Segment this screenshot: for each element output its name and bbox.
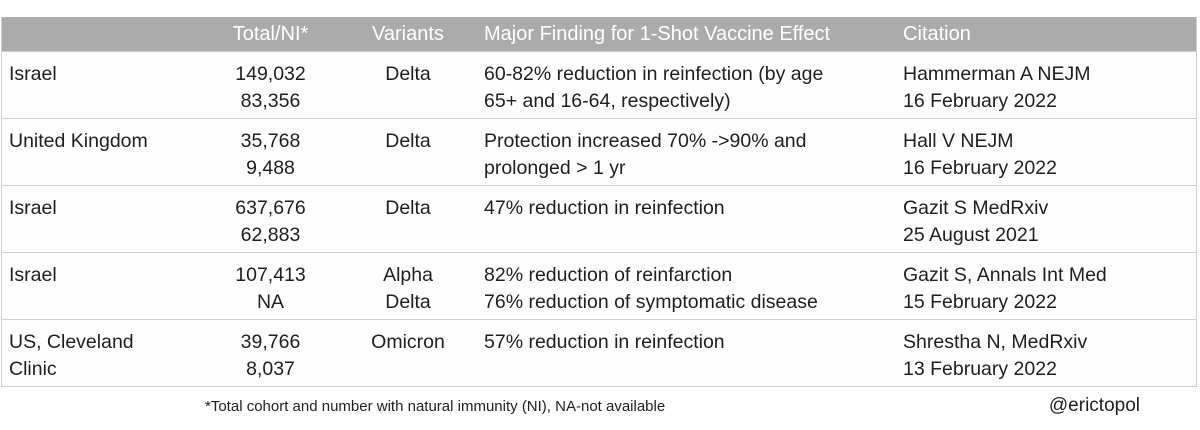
cell-finding: 60-82% reduction in reinfection (by age … xyxy=(484,63,824,112)
cell-finding: 57% reduction in reinfection xyxy=(484,331,725,353)
cell-variants: Alpha Delta xyxy=(383,264,433,313)
cell-location: United Kingdom xyxy=(9,130,148,152)
table-header-row: Total/NI* Variants Major Finding for 1-S… xyxy=(2,17,1196,52)
cell-variants: Delta xyxy=(385,130,431,152)
cell-variants: Delta xyxy=(385,63,431,85)
cell-finding: 82% reduction of reinfarction 76% reduct… xyxy=(484,264,818,313)
cell-finding: 47% reduction in reinfection xyxy=(484,197,725,219)
cell-total-ni: 149,032 83,356 xyxy=(235,63,306,112)
table-footer: *Total cohort and number with natural im… xyxy=(0,387,1200,418)
cell-variants: Omicron xyxy=(371,331,445,353)
footnote-text: *Total cohort and number with natural im… xyxy=(205,398,666,415)
cell-location: Israel xyxy=(9,197,57,219)
table-row: Israel 637,676 62,883 Delta 47% reductio… xyxy=(2,186,1196,253)
cell-finding: Protection increased 70% ->90% and prolo… xyxy=(484,130,807,179)
cell-total-ni: 107,413 NA xyxy=(235,264,306,313)
cell-location: Israel xyxy=(9,264,57,286)
cell-location: US, Cleveland Clinic xyxy=(9,331,134,380)
cell-citation: Shrestha N, MedRxiv 13 February 2022 xyxy=(903,331,1088,380)
studies-table: Total/NI* Variants Major Finding for 1-S… xyxy=(1,17,1197,387)
cell-variants: Delta xyxy=(385,197,431,219)
cell-total-ni: 39,766 8,037 xyxy=(240,331,301,380)
header-variants: Variants xyxy=(372,23,444,45)
cell-citation: Gazit S, Annals Int Med 15 February 2022 xyxy=(903,264,1107,313)
cell-citation: Hammerman A NEJM 16 February 2022 xyxy=(903,63,1091,112)
cell-citation: Hall V NEJM 16 February 2022 xyxy=(903,130,1057,179)
cell-total-ni: 637,676 62,883 xyxy=(235,197,306,246)
table-row: US, Cleveland Clinic 39,766 8,037 Omicro… xyxy=(2,320,1196,387)
table-row: United Kingdom 35,768 9,488 Delta Protec… xyxy=(2,119,1196,186)
table-row: Israel 107,413 NA Alpha Delta 82% reduct… xyxy=(2,253,1196,320)
author-handle: @erictopol xyxy=(1048,395,1140,416)
header-citation: Citation xyxy=(903,23,971,45)
cell-total-ni: 35,768 9,488 xyxy=(240,130,301,179)
header-major-finding: Major Finding for 1-Shot Vaccine Effect xyxy=(484,23,831,45)
header-total-ni: Total/NI* xyxy=(232,23,309,45)
table-row: Israel 149,032 83,356 Delta 60-82% reduc… xyxy=(2,52,1196,119)
cell-location: Israel xyxy=(9,63,57,85)
cell-citation: Gazit S MedRxiv 25 August 2021 xyxy=(903,197,1049,246)
